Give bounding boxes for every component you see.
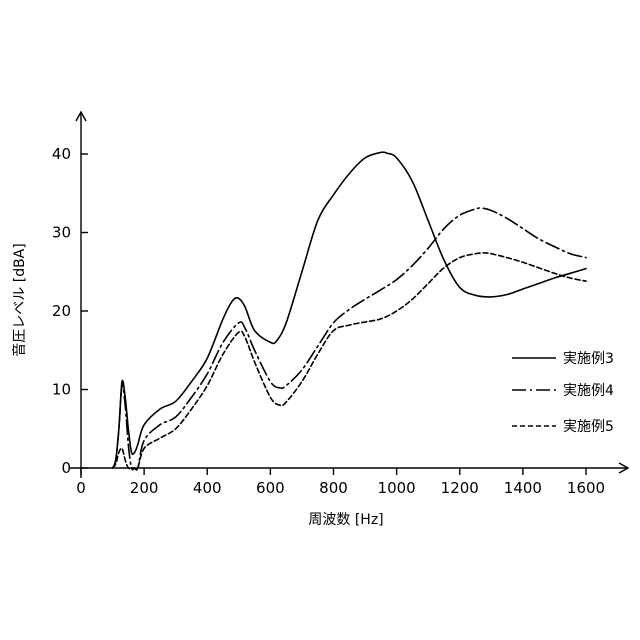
x-tick-label: 1600 [567, 479, 605, 497]
x-tick-label: 1200 [441, 479, 479, 497]
y-tick-group: 0 10 20 30 40 [52, 145, 88, 477]
x-tick-label: 400 [193, 479, 222, 497]
y-axis: 0 10 20 30 40 音圧レベル [dBA] [11, 112, 88, 478]
legend-label: 実施例4 [563, 383, 614, 399]
x-tick-label: 800 [319, 479, 348, 497]
x-tick-label: 0 [76, 479, 86, 497]
y-tick-label: 0 [61, 459, 71, 477]
x-tick-label: 1000 [378, 479, 416, 497]
x-tick-label: 1400 [504, 479, 542, 497]
series-group [113, 152, 586, 470]
x-tick-label: 600 [256, 479, 285, 497]
legend: 実施例3 実施例4 実施例5 [512, 351, 614, 435]
y-axis-label: 音圧レベル [dBA] [11, 243, 28, 356]
series-line-3 [113, 253, 586, 470]
legend-label: 実施例3 [563, 351, 614, 367]
y-tick-label: 40 [52, 145, 71, 163]
x-tick-label: 200 [130, 479, 159, 497]
y-tick-label: 10 [52, 381, 71, 399]
legend-label: 実施例5 [563, 419, 614, 435]
x-tick-group: 0 200 400 600 800 1000 1200 1400 1600 [76, 468, 605, 497]
y-tick-label: 30 [52, 224, 71, 242]
y-tick-label: 20 [52, 302, 71, 320]
series-line-2 [113, 208, 586, 470]
x-axis-label: 周波数 [Hz] [308, 512, 383, 528]
x-axis: 0 200 400 600 800 1000 1200 1400 1600 周波数 [Hz] [70, 463, 628, 528]
